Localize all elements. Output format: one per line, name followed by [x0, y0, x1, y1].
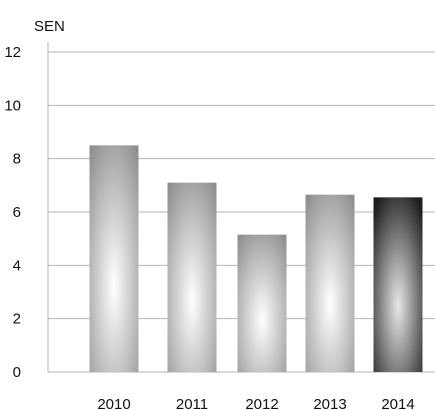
y-tick-label-6: 6	[13, 204, 21, 221]
bar-2010	[89, 145, 139, 372]
y-tick-label-0: 0	[13, 364, 21, 381]
y-tick-label-10: 10	[4, 97, 21, 114]
y-tick-label-2: 2	[13, 311, 21, 328]
bars	[89, 145, 423, 372]
bar-2013	[305, 194, 355, 372]
y-tick-labels: 0 2 4 6 8 10 12	[4, 44, 21, 381]
x-tick-label-2010: 2010	[97, 396, 130, 410]
bar-2011	[167, 182, 217, 372]
y-unit-label: SEN	[34, 18, 65, 35]
x-tick-label-2014: 2014	[381, 396, 414, 410]
x-tick-label-2011: 2011	[176, 396, 208, 410]
x-tick-label-2013: 2013	[313, 396, 346, 410]
bar-2012	[237, 234, 287, 372]
x-tick-label-2012: 2012	[245, 396, 278, 410]
x-tick-labels: 2010 2011 2012 2013 2014	[97, 396, 414, 410]
y-tick-label-12: 12	[4, 44, 21, 61]
bar-2014	[373, 197, 423, 372]
y-tick-label-8: 8	[13, 151, 21, 168]
y-tick-label-4: 4	[13, 257, 21, 274]
